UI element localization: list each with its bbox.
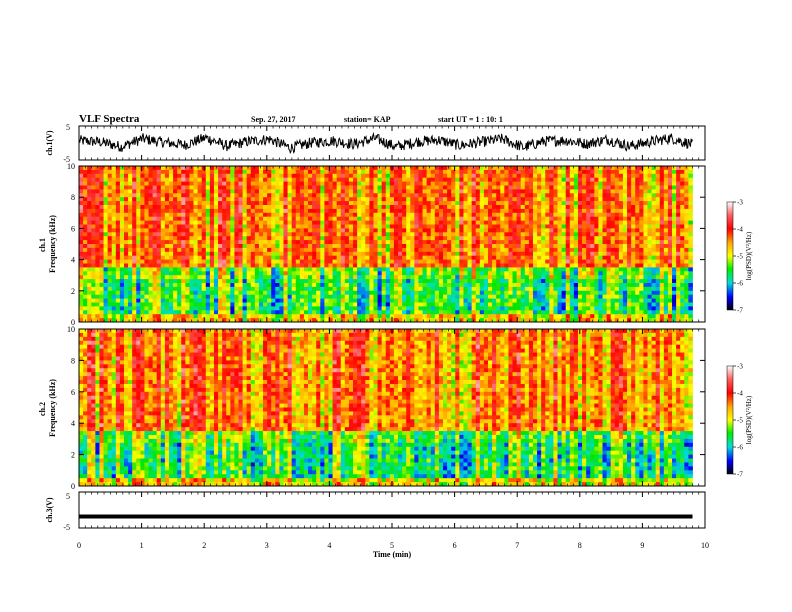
ch3-ytick-top: 5 xyxy=(66,492,70,501)
ch2-ytick-0: 0 xyxy=(71,482,75,491)
date-label: Sep. 27, 2017 xyxy=(251,115,295,124)
ch1-channel-label: ch.1 xyxy=(38,238,47,252)
colorbar-tick--4: -4 xyxy=(737,226,743,234)
ch1-ytick-8: 8 xyxy=(71,193,75,202)
x-tick-label-5: 5 xyxy=(390,541,394,550)
ch2-ytick-6: 6 xyxy=(71,388,75,397)
colorbar-tick--3: -3 xyxy=(737,199,743,207)
ch2-spectrogram-panel: 0 2 4 6 8 10 ch.2 Frequency (kHz) xyxy=(38,325,706,491)
colorbar-tick--6: -6 xyxy=(737,444,743,452)
ch1-ytick-top: 5 xyxy=(66,123,70,132)
ch1-ytick-6: 6 xyxy=(71,224,75,233)
colorbar-tick--4: -4 xyxy=(737,390,743,398)
station-label: station= KAP xyxy=(344,115,391,124)
ch1-colorbar-label: log(PSD)(V²/Hz) xyxy=(745,231,753,280)
ch2-spectrogram-image xyxy=(79,329,693,487)
ch2-ytick-2: 2 xyxy=(71,451,75,460)
x-tick-label-8: 8 xyxy=(578,541,582,550)
x-tick-label-2: 2 xyxy=(202,541,206,550)
ch1-frequency-label: Frequency (kHz) xyxy=(48,215,57,273)
x-tick-label-0: 0 xyxy=(77,541,81,550)
start-time-label: start UT = 1 : 10: 1 xyxy=(438,115,503,124)
x-tick-label-9: 9 xyxy=(640,541,644,550)
ch3-waveform-trace xyxy=(79,514,693,519)
x-tick-label-4: 4 xyxy=(327,541,331,550)
ch2-channel-label: ch.2 xyxy=(38,402,47,416)
ch3-waveform-ylabel: ch.3(V) xyxy=(45,497,54,522)
ch2-ytick-10: 10 xyxy=(67,325,75,334)
x-axis-ticks: 0 1 2 3 4 5 6 7 8 9 10 xyxy=(77,126,709,550)
ch1-waveform-ylabel: ch.1(V) xyxy=(45,130,54,155)
ch1-spectrogram-ylabel: ch.1 Frequency (kHz) xyxy=(38,215,57,273)
ch2-ytick-4: 4 xyxy=(71,419,75,428)
ch2-ytick-8: 8 xyxy=(71,356,75,365)
colorbar-tick--5: -5 xyxy=(737,417,743,425)
ch1-colorbar: -3 -4 -5 -6 -7 log(PSD)(V²/Hz) xyxy=(726,199,753,315)
ch2-colorbar-label: log(PSD)(V²/Hz) xyxy=(745,395,753,444)
ch1-spectrogram-image xyxy=(79,166,693,323)
ch3-ytick-bottom: -5 xyxy=(63,523,70,532)
ch1-colorbar-gradient xyxy=(726,201,734,311)
ch2-spectrogram-ylabel: ch.2 Frequency (kHz) xyxy=(38,379,57,437)
ch2-colorbar-gradient xyxy=(726,365,734,475)
ch1-ytick-bottom: -5 xyxy=(63,155,70,164)
colorbar-tick--5: -5 xyxy=(737,253,743,261)
figure-title: VLF Spectra xyxy=(79,113,140,125)
ch3-waveform-panel: 5 -5 ch.3(V) xyxy=(45,491,706,532)
x-tick-label-3: 3 xyxy=(265,541,269,550)
ch2-colorbar: -3 -4 -5 -6 -7 log(PSD)(V²/Hz) xyxy=(726,363,753,479)
colorbar-tick--7: -7 xyxy=(737,471,743,479)
ch1-waveform-trace xyxy=(78,131,693,154)
ch1-spectrogram-panel: 0 2 4 6 8 10 ch.1 Frequency (kHz) xyxy=(38,162,706,327)
colorbar-tick--3: -3 xyxy=(737,363,743,371)
ch1-ytick-10: 10 xyxy=(67,162,75,171)
colorbar-tick--6: -6 xyxy=(737,280,743,288)
ch3-waveform-frame xyxy=(78,491,706,529)
ch1-ytick-2: 2 xyxy=(71,287,75,296)
x-tick-label-10: 10 xyxy=(701,541,709,550)
x-tick-label-7: 7 xyxy=(515,541,519,550)
x-tick-label-1: 1 xyxy=(140,541,144,550)
colorbar-tick--7: -7 xyxy=(737,307,743,315)
ch1-waveform-panel: 5 -5 ch.1(V) xyxy=(45,123,706,164)
x-axis-label: Time (min) xyxy=(373,550,412,559)
ch1-ytick-0: 0 xyxy=(71,318,75,327)
ch2-frequency-label: Frequency (kHz) xyxy=(48,379,57,437)
ch1-ytick-4: 4 xyxy=(71,256,75,265)
x-tick-label-6: 6 xyxy=(453,541,457,550)
